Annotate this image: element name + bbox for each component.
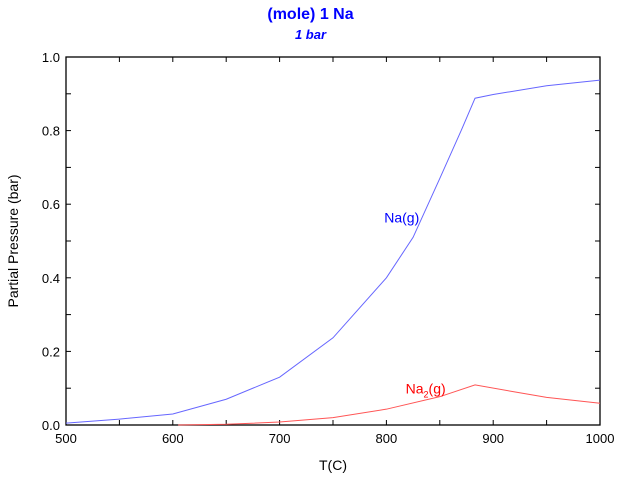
series-label-1: Na2(g): [406, 381, 446, 400]
x-tick-label: 600: [162, 431, 184, 446]
x-tick-label: 800: [376, 431, 398, 446]
series-label-subscript: 2: [424, 390, 429, 400]
x-tick-label: 900: [482, 431, 504, 446]
y-tick-label: 0.6: [42, 197, 60, 212]
chart-title: (mole) 1 Na: [267, 6, 354, 23]
x-tick-label: 1000: [586, 431, 615, 446]
series-label-text: Na(g): [384, 210, 419, 226]
series-label-suffix: (g): [429, 381, 446, 397]
y-tick-label: 0.2: [42, 344, 60, 359]
x-tick-label: 700: [269, 431, 291, 446]
y-tick-label: 0.8: [42, 124, 60, 139]
chart-subtitle: 1 bar: [294, 27, 327, 42]
series-line-1: [178, 384, 601, 426]
x-tick-label: 500: [55, 431, 77, 446]
series-label-text: Na: [406, 381, 424, 397]
x-axis-label: T(C): [319, 457, 347, 473]
y-tick-label: 1.0: [42, 50, 60, 65]
y-tick-label: 0.4: [42, 271, 60, 286]
y-tick-label: 0.0: [42, 418, 60, 433]
plot-frame: [65, 56, 601, 426]
series-label-0: Na(g): [384, 210, 419, 226]
series-line-0: [65, 79, 601, 424]
y-axis-label: Partial Pressure (bar): [5, 174, 21, 307]
